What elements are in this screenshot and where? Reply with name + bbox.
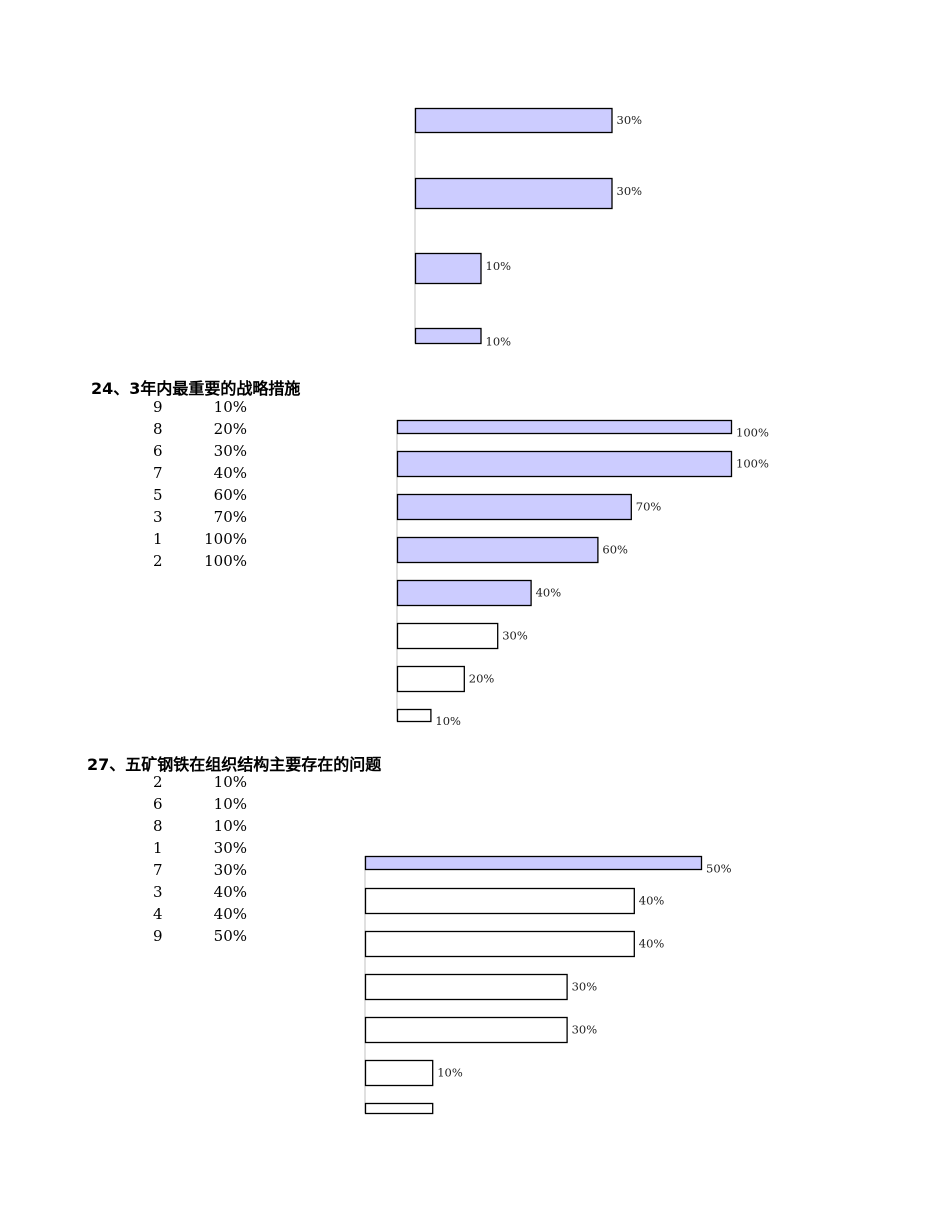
- bar-value-label: 30%: [617, 113, 643, 127]
- row-key: 8: [153, 817, 163, 835]
- bar-value-label: 10%: [486, 259, 512, 273]
- bar: [414, 107, 613, 134]
- table-row: 7 40%: [153, 462, 247, 484]
- bar-value-label: 100%: [736, 426, 769, 440]
- bar: [414, 177, 613, 210]
- row-percent: 40%: [213, 905, 247, 923]
- bar: [414, 252, 482, 285]
- table-row: 3 40%: [153, 881, 247, 903]
- row-percent: 10%: [213, 773, 247, 791]
- row-key: 1: [153, 839, 163, 857]
- row-key: 3: [153, 883, 163, 901]
- row-percent: 10%: [213, 795, 247, 813]
- bar: [396, 579, 532, 607]
- bar-value-label: 30%: [502, 629, 528, 643]
- row-key: 3: [153, 508, 163, 526]
- bar-value-label: 70%: [636, 500, 662, 514]
- table-row: 3 70%: [153, 506, 247, 528]
- table-row: 2 100%: [153, 550, 247, 572]
- table-row: 4 40%: [153, 903, 247, 925]
- bar: [364, 973, 568, 1001]
- row-key: 1: [153, 530, 163, 548]
- row-key: 8: [153, 420, 163, 438]
- row-key: 2: [153, 773, 163, 791]
- chart-section-24: 100% 100% 70% 60% 40% 30% 20% 10%: [396, 419, 769, 728]
- row-percent: 30%: [213, 442, 247, 460]
- bar-value-label: 20%: [469, 672, 495, 686]
- row-percent: 100%: [204, 552, 247, 570]
- table-row: 6 30%: [153, 440, 247, 462]
- row-percent: 40%: [213, 883, 247, 901]
- bar-value-label: 10%: [486, 335, 512, 349]
- row-percent: 30%: [213, 839, 247, 857]
- row-key: 7: [153, 464, 163, 482]
- row-key: 6: [153, 442, 163, 460]
- row-percent: 10%: [213, 398, 247, 416]
- table-row: 7 30%: [153, 859, 247, 881]
- row-percent: 50%: [213, 927, 247, 945]
- bar: [396, 708, 432, 723]
- bar: [396, 450, 733, 478]
- row-key: 4: [153, 905, 163, 923]
- bar-value-label: 30%: [617, 184, 643, 198]
- row-key: 6: [153, 795, 163, 813]
- chart-section-27: 50% 40% 40% 30% 30% 10%: [364, 855, 732, 1115]
- table-row: 1 30%: [153, 837, 247, 859]
- bar: [364, 1102, 434, 1115]
- table-row: 9 50%: [153, 925, 247, 947]
- bar-value-label: 10%: [437, 1066, 463, 1080]
- bar: [396, 536, 599, 564]
- bar: [396, 665, 465, 693]
- bar-value-label: 40%: [639, 894, 665, 908]
- row-percent: 10%: [213, 817, 247, 835]
- row-percent: 20%: [213, 420, 247, 438]
- bar-value-label: 100%: [736, 457, 769, 471]
- bar-value-label: 60%: [602, 543, 628, 557]
- row-percent: 60%: [213, 486, 247, 504]
- bar: [364, 1059, 434, 1087]
- table-row: 1 100%: [153, 528, 247, 550]
- table-row: 2 10%: [153, 771, 247, 793]
- bar-value-label: 40%: [639, 937, 665, 951]
- row-percent: 40%: [213, 464, 247, 482]
- bar: [364, 887, 635, 915]
- table-row: 6 10%: [153, 793, 247, 815]
- bar: [396, 493, 632, 521]
- bar-value-label: 50%: [706, 862, 732, 876]
- bar: [396, 622, 499, 650]
- row-key: 5: [153, 486, 163, 504]
- bar-value-label: 10%: [435, 714, 461, 728]
- row-key: 7: [153, 861, 163, 879]
- bar: [364, 1016, 568, 1044]
- row-key: 9: [153, 927, 163, 945]
- row-percent: 70%: [213, 508, 247, 526]
- bar: [396, 419, 733, 435]
- table-row: 9 10%: [153, 396, 247, 418]
- row-key: 9: [153, 398, 163, 416]
- table-row: 8 20%: [153, 418, 247, 440]
- bar-value-label: 40%: [536, 586, 562, 600]
- row-key: 2: [153, 552, 163, 570]
- chart-previous-section: 30% 30% 10% 10%: [414, 107, 643, 349]
- row-percent: 100%: [204, 530, 247, 548]
- row-percent: 30%: [213, 861, 247, 879]
- bar: [414, 327, 482, 345]
- bar-value-label: 30%: [572, 980, 598, 994]
- bar-value-label: 30%: [572, 1023, 598, 1037]
- table-row: 8 10%: [153, 815, 247, 837]
- bar: [364, 855, 703, 871]
- table-row: 5 60%: [153, 484, 247, 506]
- bar: [364, 930, 635, 958]
- section-24-title: 24、3年内最重要的战略措施: [91, 379, 301, 398]
- section-27-title: 27、五矿钢铁在组织结构主要存在的问题: [87, 755, 382, 774]
